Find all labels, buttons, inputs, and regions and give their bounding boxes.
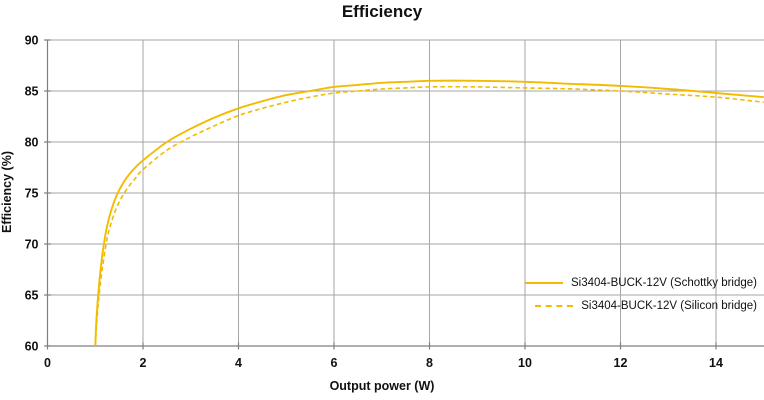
y-tick-label: 90 xyxy=(25,34,39,48)
legend-item-silicon: Si3404-BUCK-12V (Silicon bridge) xyxy=(525,300,757,312)
series-line-schottky xyxy=(94,79,764,347)
legend-line-dashed-icon xyxy=(535,305,574,307)
y-tick-label: 70 xyxy=(25,238,39,252)
chart-title: Efficiency xyxy=(341,2,423,21)
x-tick-label: 0 xyxy=(44,356,51,370)
legend-item-schottky: Si3404-BUCK-12V (Schottky bridge) xyxy=(525,277,757,289)
x-tick-label: 12 xyxy=(614,356,628,370)
legend-label-silicon: Si3404-BUCK-12V (Silicon bridge) xyxy=(581,300,757,312)
x-tick-label: 6 xyxy=(331,356,338,370)
x-tick-label: 8 xyxy=(426,356,433,370)
series-line-silicon xyxy=(94,85,764,347)
y-tick-label: 60 xyxy=(25,340,39,354)
y-axis-label: Efficiency (%) xyxy=(0,151,14,233)
legend: Si3404-BUCK-12V (Schottky bridge) Si3404… xyxy=(525,277,757,312)
x-axis-label: Output power (W) xyxy=(329,379,435,393)
x-tick-label: 4 xyxy=(235,356,242,370)
y-tick-label: 65 xyxy=(25,289,39,303)
legend-label-schottky: Si3404-BUCK-12V (Schottky bridge) xyxy=(571,277,757,289)
x-tick-label: 2 xyxy=(140,356,147,370)
x-tick-label: 14 xyxy=(709,356,723,370)
y-tick-label: 85 xyxy=(25,85,39,99)
y-tick-label: 80 xyxy=(25,136,39,150)
x-tick-label: 10 xyxy=(518,356,532,370)
y-tick-label: 75 xyxy=(25,187,39,201)
legend-line-solid-icon xyxy=(525,282,563,284)
